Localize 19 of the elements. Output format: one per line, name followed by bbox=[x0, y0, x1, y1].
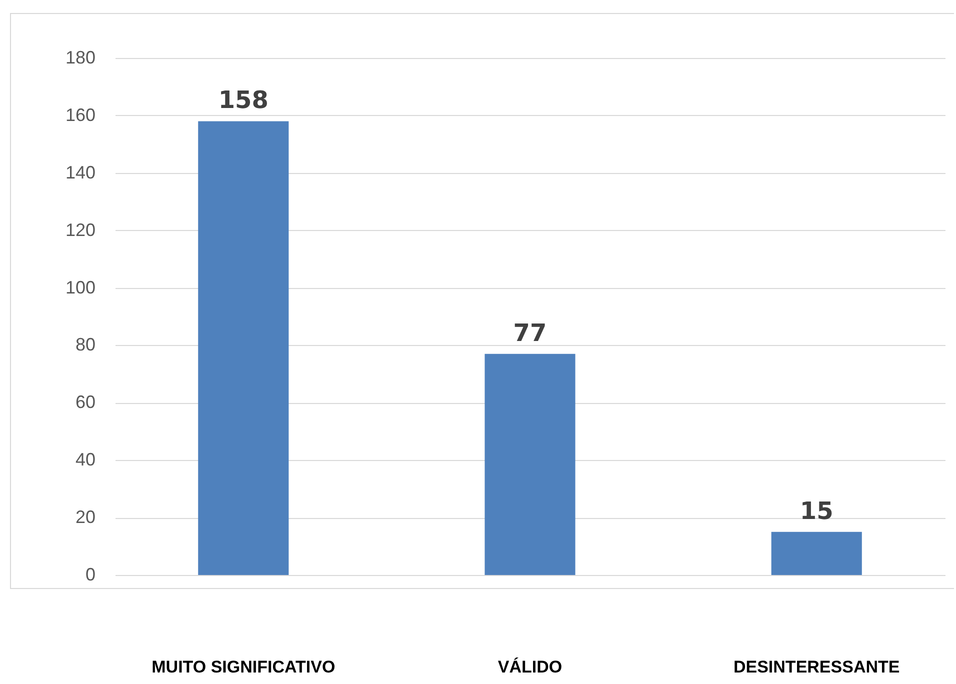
y-tick-label: 40 bbox=[75, 450, 96, 470]
data-label: 15 bbox=[800, 496, 834, 525]
y-tick-label: 180 bbox=[65, 48, 96, 68]
y-tick-label: 140 bbox=[65, 162, 96, 182]
x-tick-label: MUITO SIGNIFICATIVO bbox=[152, 658, 336, 676]
data-label: 77 bbox=[513, 318, 547, 347]
data-label: 158 bbox=[218, 86, 268, 114]
y-tick-label: 100 bbox=[65, 277, 96, 298]
bar bbox=[771, 532, 862, 575]
y-tick-label: 160 bbox=[65, 104, 96, 125]
bar bbox=[484, 354, 576, 575]
y-tick-label: 120 bbox=[65, 220, 96, 240]
y-tick-label: 20 bbox=[75, 507, 96, 528]
y-tick-label: 0 bbox=[85, 564, 96, 584]
x-tick-label: VÁLIDO bbox=[498, 656, 562, 676]
y-tick-label: 80 bbox=[75, 334, 96, 355]
y-tick-label: 60 bbox=[75, 392, 96, 412]
bar bbox=[198, 121, 289, 575]
x-tick-label: DESINTERESSANTE bbox=[733, 658, 900, 676]
